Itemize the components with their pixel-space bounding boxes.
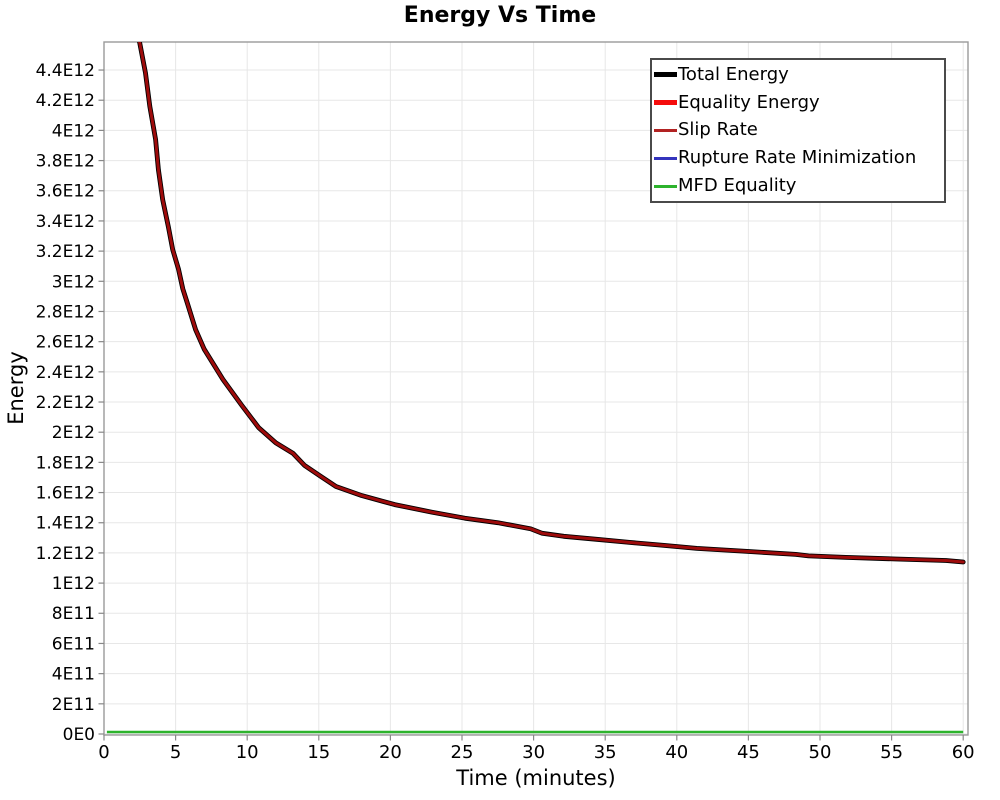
- chart-title: Energy Vs Time: [403, 3, 597, 28]
- y-tick-label: 2.2E12: [36, 393, 95, 413]
- x-tick-label: 40: [665, 742, 688, 763]
- y-tick-label: 3.6E12: [36, 182, 95, 202]
- x-tick-label: 15: [307, 742, 330, 763]
- legend-item: Equality Energy: [654, 89, 944, 117]
- x-tick-label: 60: [952, 742, 975, 763]
- x-tick-label: 10: [236, 742, 259, 763]
- y-tick-label: 2.8E12: [36, 302, 95, 322]
- y-tick-label: 2E12: [52, 423, 95, 443]
- y-tick-label: 3.2E12: [36, 242, 95, 262]
- x-tick-label: 30: [522, 742, 545, 763]
- legend-item: Slip Rate: [654, 117, 944, 145]
- legend-item-label: Equality Energy: [678, 91, 820, 113]
- x-tick-label: 0: [98, 742, 109, 763]
- legend-line-swatch: [654, 100, 677, 106]
- legend-item-label: Total Energy: [678, 63, 789, 85]
- legend-item: MFD Equality: [654, 172, 944, 200]
- y-tick-label: 1.6E12: [36, 484, 95, 504]
- legend-line-swatch: [654, 128, 677, 132]
- plot-border: [103, 41, 969, 736]
- y-tick-label: 4.2E12: [36, 91, 95, 111]
- legend-item-label: Slip Rate: [678, 119, 758, 141]
- x-tick-label: 25: [451, 742, 474, 763]
- x-tick-label: 35: [594, 742, 617, 763]
- legend-item-label: MFD Equality: [678, 175, 797, 197]
- y-tick-label: 3.8E12: [36, 152, 95, 172]
- y-tick-label: 6E11: [52, 634, 95, 654]
- legend-item: Total Energy: [654, 61, 944, 89]
- y-tick-label: 4E12: [52, 121, 95, 141]
- legend-line-swatch: [654, 184, 677, 188]
- y-tick-label: 2E11: [52, 695, 95, 715]
- x-tick-label: 5: [170, 742, 181, 763]
- y-tick-label: 2.4E12: [36, 363, 95, 383]
- legend-line-swatch: [654, 156, 677, 160]
- x-tick-label: 45: [737, 742, 760, 763]
- x-axis-label: Time (minutes): [456, 766, 616, 790]
- y-tick-label: 1.8E12: [36, 453, 95, 473]
- y-tick-label: 2.6E12: [36, 333, 95, 353]
- y-tick-label: 3.4E12: [36, 212, 95, 232]
- legend: Total Energy Equality Energy Slip Rate R…: [650, 58, 946, 203]
- y-tick-label: 3E12: [52, 272, 95, 292]
- y-tick-label: 1.2E12: [36, 544, 95, 564]
- y-tick-label: 4E11: [52, 665, 95, 685]
- x-tick-label: 20: [379, 742, 402, 763]
- slip-rate-line: [138, 42, 965, 564]
- legend-line-swatch: [654, 72, 677, 78]
- legend-item: Rupture Rate Minimization: [654, 144, 944, 172]
- y-tick-label: 1.4E12: [36, 514, 95, 534]
- y-tick-label: 1E12: [52, 574, 95, 594]
- y-tick-label: 8E11: [52, 604, 95, 624]
- legend-item-label: Rupture Rate Minimization: [678, 147, 917, 169]
- y-tick-label: 4.4E12: [36, 61, 95, 81]
- x-tick-label: 55: [880, 742, 903, 763]
- y-tick-label: 0E0: [63, 725, 95, 745]
- x-tick-label: 50: [809, 742, 832, 763]
